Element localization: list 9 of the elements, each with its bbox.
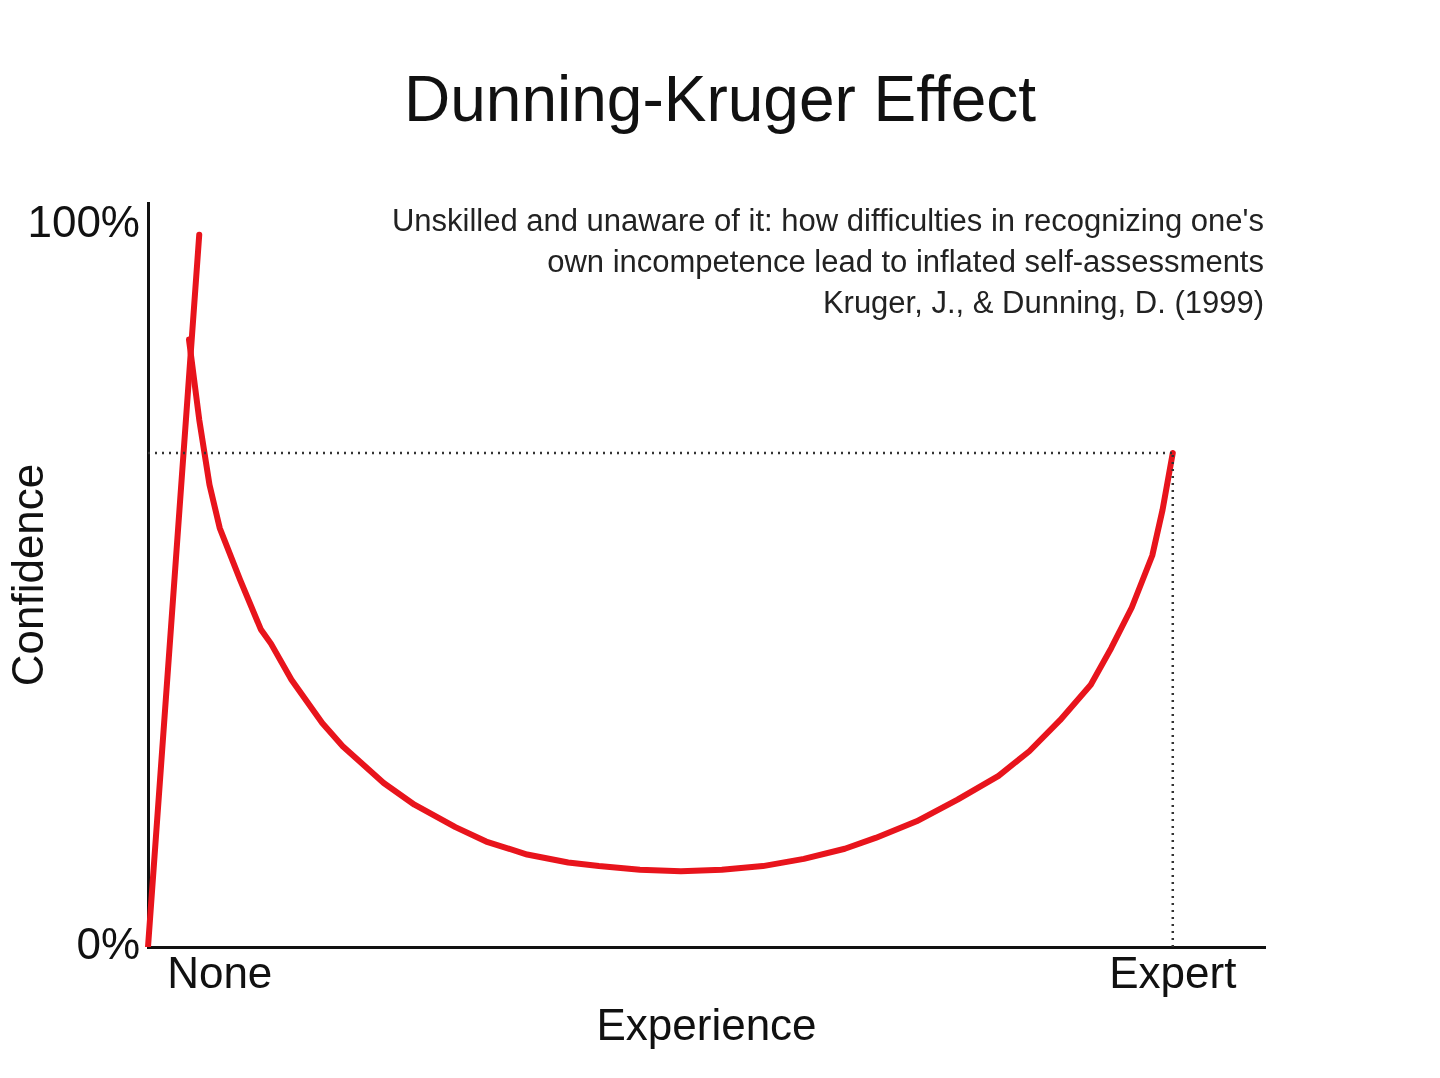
chart-title: Dunning-Kruger Effect [402, 62, 1038, 136]
y-tick-label: 100% [27, 196, 140, 246]
x-tick-label: None [167, 947, 273, 997]
text: Unskilled and unaware of it: how difficulties in recognizing one's own incompetence lead to inflated self-assessments [390, 202, 1264, 281]
x-tick-label: Expert [1109, 947, 1237, 997]
y-axis-title: Confidence [2, 463, 52, 687]
x-axis-title: Experience [596, 999, 817, 1049]
y-tick-label: 0% [76, 919, 140, 969]
annotation: Kruger, J., & Dunning, D. (1999) [821, 284, 1264, 322]
